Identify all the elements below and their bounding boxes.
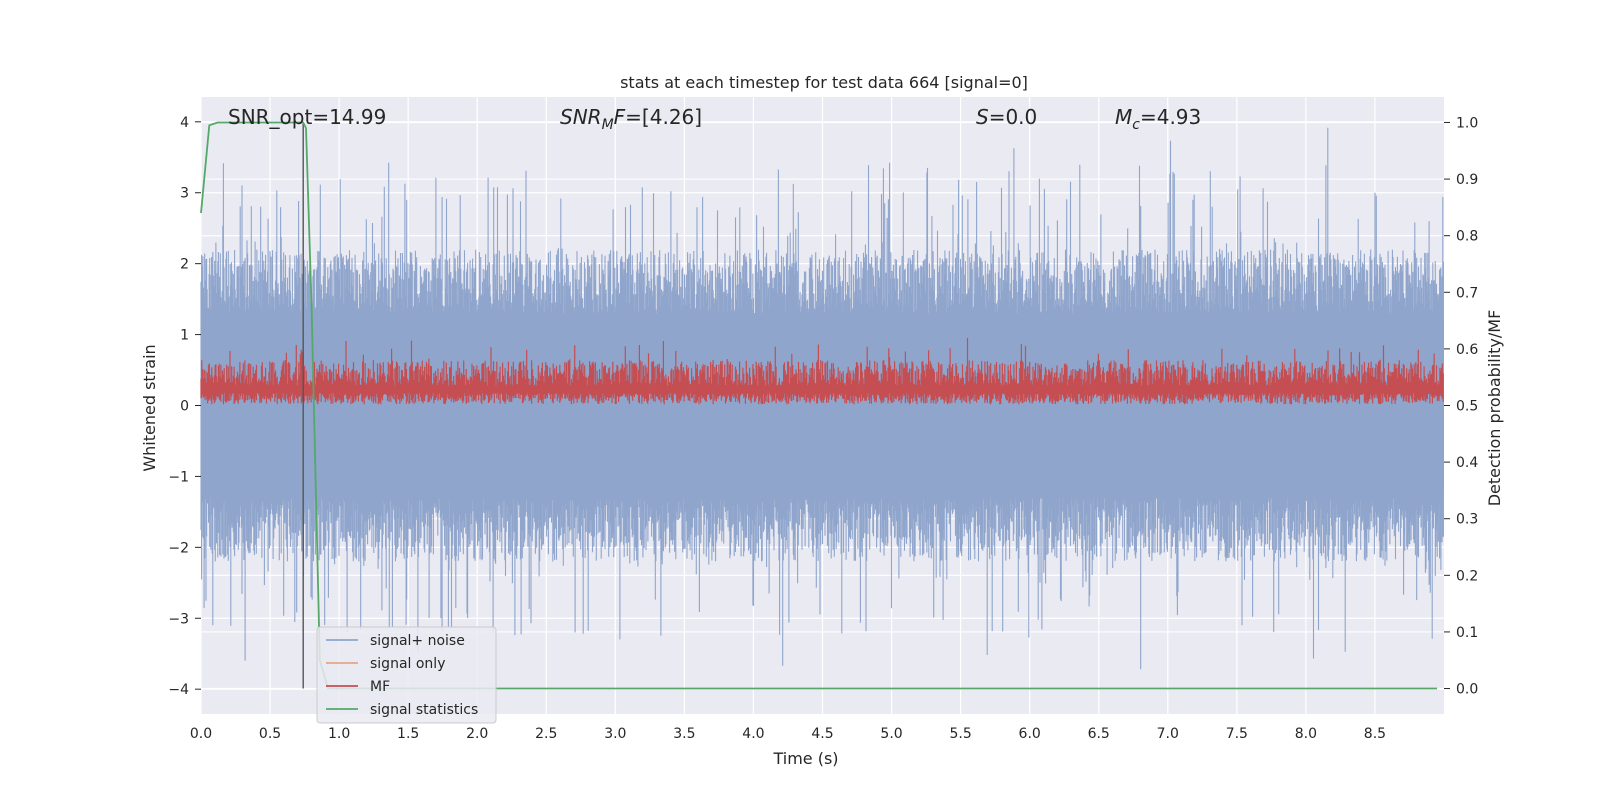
y-tick-label-4: 0	[180, 399, 189, 415]
x-tick-label-6: 3.0	[604, 726, 626, 742]
legend-label-3: signal statistics	[370, 702, 478, 718]
y2-axis-label: Detection probability/MF	[1485, 310, 1504, 507]
annotations: SNR_opt=14.99 SNRMF=[4.26] S=0.0 Mc=4.93	[228, 105, 1201, 133]
annotation-snr-mf: SNRMF=[4.26]	[560, 105, 702, 133]
legend: signal+ noise signal only MF signal statist…	[316, 626, 497, 724]
x-tick-label-7: 3.5	[673, 726, 695, 742]
x-tick-label-12: 6.0	[1019, 726, 1041, 742]
y-tick-label-6: 2	[180, 257, 189, 273]
y-axis-label: Whitened strain	[140, 344, 159, 471]
y-tick-label-7: 3	[180, 186, 189, 202]
y2-tick-label-2: 0.2	[1456, 568, 1478, 584]
y-axis-ticks: −4 −3 −2 −1 0 1 2 3 4	[168, 115, 201, 698]
legend-label-2: MF	[370, 679, 390, 695]
x-tick-label-3: 1.5	[397, 726, 419, 742]
series-mf	[200, 338, 1444, 405]
y2-tick-label-9: 0.9	[1456, 172, 1478, 188]
y-tick-label-5: 1	[180, 328, 189, 344]
y2-tick-label-7: 0.7	[1456, 285, 1478, 301]
y2-tick-label-8: 0.8	[1456, 229, 1478, 245]
x-tick-label-16: 8.0	[1295, 726, 1317, 742]
annotation-mc-val: Mc=4.93	[1115, 105, 1201, 133]
x-tick-label-5: 2.5	[535, 726, 557, 742]
x-axis-label: Time (s)	[772, 749, 838, 768]
x-tick-label-14: 7.0	[1157, 726, 1179, 742]
y-tick-label-0: −4	[168, 682, 189, 698]
y2-tick-label-10: 1.0	[1456, 115, 1478, 131]
legend-label-1: signal only	[370, 656, 445, 672]
x-tick-label-8: 4.0	[742, 726, 764, 742]
x-tick-label-10: 5.0	[880, 726, 902, 742]
y-tick-label-3: −1	[168, 469, 189, 485]
x-tick-label-15: 7.5	[1226, 726, 1248, 742]
y-tick-label-1: −3	[168, 611, 189, 627]
y2-tick-label-3: 0.3	[1456, 512, 1478, 528]
x-tick-label-9: 4.5	[811, 726, 833, 742]
x-tick-label-17: 8.5	[1364, 726, 1386, 742]
signal-statistics-line	[200, 121, 1438, 690]
x-tick-label-1: 0.5	[259, 726, 281, 742]
legend-box	[316, 626, 497, 724]
annotation-snr-opt: SNR_opt=14.99	[228, 105, 386, 129]
y-tick-label-2: −2	[168, 540, 189, 556]
x-tick-label-2: 1.0	[328, 726, 350, 742]
y2-tick-label-1: 0.1	[1456, 625, 1478, 641]
series-signal-statistics	[200, 121, 1438, 690]
y2-tick-label-4: 0.4	[1456, 455, 1478, 471]
x-tick-label-4: 2.0	[466, 726, 488, 742]
x-tick-label-0: 0.0	[190, 726, 212, 742]
mf-line	[200, 338, 1444, 405]
x-tick-label-11: 5.5	[949, 726, 971, 742]
y2-tick-label-0: 0.0	[1456, 682, 1478, 698]
annotation-s-val: S=0.0	[976, 105, 1037, 129]
y2-axis-ticks: 0.0 0.1 0.2 0.3 0.4 0.5 0.6 0.7 0.8 0.9 1.0	[1444, 115, 1478, 698]
y2-tick-label-5: 0.5	[1456, 399, 1478, 415]
x-tick-label-13: 6.5	[1088, 726, 1110, 742]
x-axis-ticks: 0.0 0.5 1.0 1.5 2.0 2.5 3.0 3.5 4.0 4.5 5.0 5.5 6.0 6…	[190, 726, 1386, 742]
y-tick-label-8: 4	[180, 115, 189, 131]
series-signal-noise	[200, 127, 1444, 670]
y2-tick-label-6: 0.6	[1456, 342, 1478, 358]
legend-label-0: signal+ noise	[370, 633, 465, 649]
chart-title: stats at each timestep for test data 664…	[620, 73, 1028, 92]
